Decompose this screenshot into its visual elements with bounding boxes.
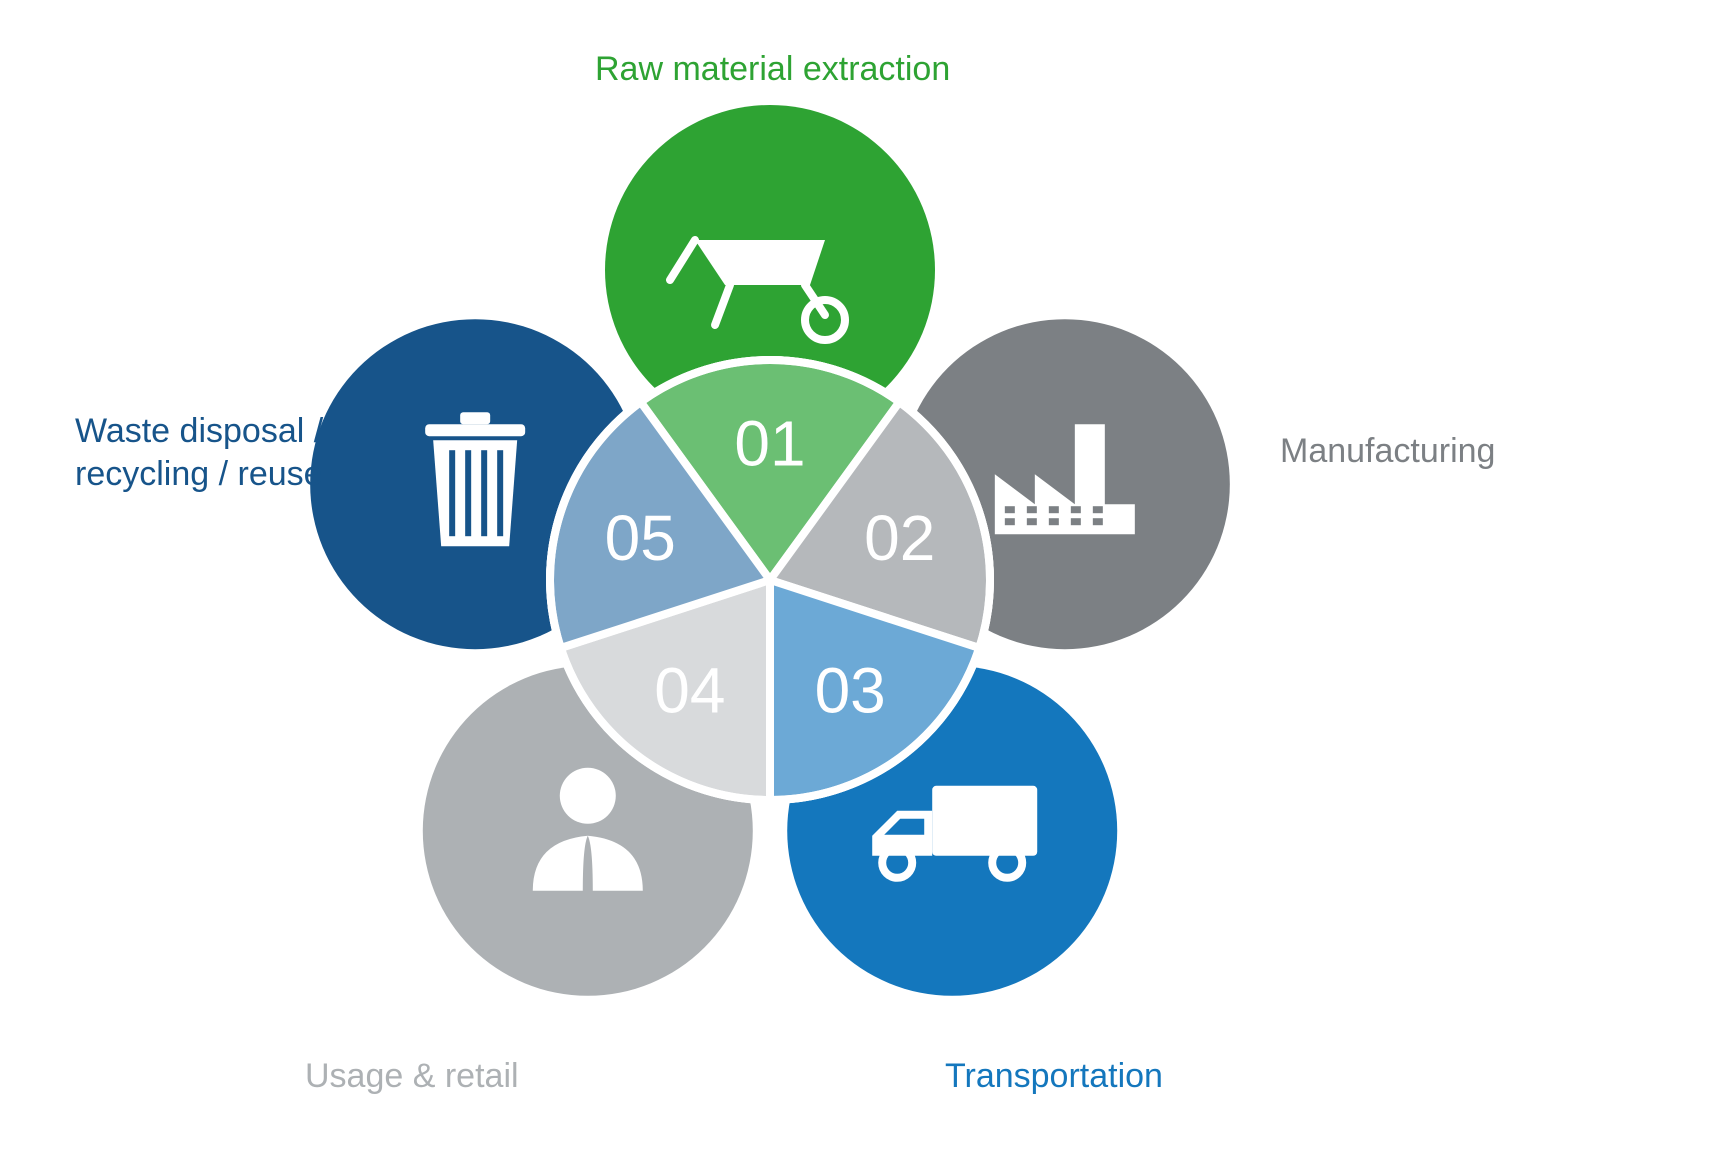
segment-number-04: 04 [654,654,725,726]
segment-label-02: Manufacturing [1280,430,1495,473]
segment-number-02: 02 [864,502,935,574]
segment-number-01: 01 [734,408,805,480]
segment-number-03: 03 [815,654,886,726]
segment-label-03: Transportation [945,1055,1163,1098]
segment-label-04: Usage & retail [305,1055,519,1098]
trash-icon [425,412,525,546]
diagram-svg: 01 02 03 04 05 [0,0,1735,1170]
segment-label-01: Raw material extraction [595,48,950,91]
segment-label-05: Waste disposal / recycling / reuse [75,410,323,495]
segment-number-05: 05 [605,502,676,574]
lifecycle-diagram: 01 02 03 04 05 Raw material extraction Manufa… [0,0,1735,1170]
